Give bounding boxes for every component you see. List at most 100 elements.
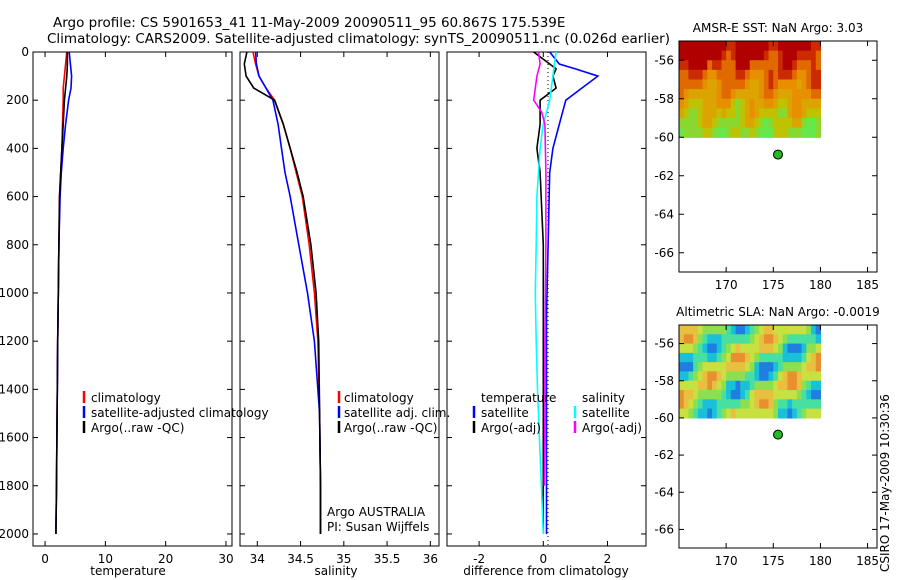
m2-heatmap-cell	[716, 390, 723, 400]
m2-heatmap-cell	[792, 390, 798, 400]
m2-heatmap-cell	[806, 408, 812, 419]
m2-heatmap-cell	[716, 325, 723, 335]
temperature-axes-box	[32, 51, 233, 547]
m2-heatmap-cell	[773, 408, 779, 419]
sst-map-ticks: 170 175 180 185 -56 -58 -60 -62 -64 -66	[654, 41, 879, 292]
m1-heatmap-cell	[735, 69, 741, 81]
m2-heatmap-cell	[679, 399, 685, 410]
m2-heatmap-cell	[688, 334, 694, 345]
m2-heatmap-cell	[768, 371, 774, 382]
m2-heatmap-cell	[735, 399, 741, 410]
difference-xlabel: difference from climatology	[463, 564, 629, 578]
m1-heatmap-cell	[792, 50, 798, 61]
m2-heatmap-cell	[754, 371, 760, 382]
m1-heatmap-cell	[778, 108, 784, 119]
m1-heatmap-cell	[730, 41, 737, 52]
p2-xtick-label: 36	[423, 552, 438, 566]
m1-heatmap-cell	[782, 50, 789, 61]
m2-heatmap-cell	[763, 390, 770, 400]
m2-heatmap-cell	[792, 371, 798, 382]
m1-heatmap-cell	[712, 50, 718, 61]
m2-heatmap-cell	[735, 371, 741, 382]
m1-heatmap-cell	[778, 60, 784, 71]
depth-tick-label: 1200	[0, 334, 29, 348]
m2-heatmap-cell	[697, 334, 704, 345]
m2-heatmap-cell	[683, 380, 690, 391]
m1-heatmap-cell	[702, 127, 708, 138]
m1-heatmap-cell	[702, 89, 708, 100]
p1-xtick-label: 30	[218, 552, 233, 566]
m1-heatmap-cell	[679, 108, 685, 119]
m2-heatmap-cell	[815, 352, 822, 363]
m1-heatmap-cell	[702, 79, 708, 90]
m2-ytick-label: -58	[654, 374, 674, 388]
m2-heatmap-cell	[679, 325, 685, 335]
m1-heatmap-cell	[712, 41, 718, 52]
m2-heatmap-cell	[688, 325, 694, 335]
p1-xtick-label: 10	[98, 552, 113, 566]
m1-heatmap-cell	[778, 118, 784, 129]
m1-heatmap-cell	[778, 69, 784, 81]
m1-heatmap-cell	[688, 41, 694, 52]
m1-heatmap-cell	[712, 69, 718, 81]
m1-heatmap-cell	[778, 127, 784, 138]
m1-heatmap-cell	[730, 79, 737, 90]
m2-heatmap-cell	[745, 362, 751, 373]
m2-heatmap-cell	[716, 343, 723, 354]
m1-heatmap-cell	[815, 127, 822, 138]
m2-heatmap-cell	[726, 371, 732, 382]
m2-heatmap-cell	[754, 390, 760, 400]
m2-heatmap-cell	[726, 334, 732, 345]
m2-heatmap-cell	[712, 352, 718, 363]
m2-heatmap-cell	[683, 408, 690, 419]
sst-argo-location-marker	[773, 149, 783, 160]
m2-heatmap-cell	[697, 352, 704, 363]
m1-heatmap-cell	[759, 41, 765, 52]
m1-heatmap-cell	[763, 89, 770, 100]
m2-heatmap-cell	[702, 371, 708, 382]
m2-heatmap-cell	[693, 325, 699, 335]
m1-heatmap-cell	[806, 41, 812, 52]
m2-heatmap-cell	[796, 352, 803, 363]
difference-panel: -2 0 2 difference from climatology tempera…	[446, 51, 647, 578]
p3-xtick-label: 2	[604, 552, 612, 566]
p3-series-3-line	[532, 51, 547, 486]
m2-heatmap-cell	[801, 325, 807, 335]
m2-heatmap-cell	[735, 334, 741, 345]
m1-heatmap-cell	[796, 118, 803, 129]
m2-heatmap-cell	[792, 343, 798, 354]
m2-heatmap-cell	[730, 325, 737, 335]
m1-heatmap-cell	[740, 69, 746, 81]
m1-heatmap-cell	[735, 89, 741, 100]
m2-heatmap-cell	[782, 390, 789, 400]
m1-heatmap-cell	[787, 118, 793, 129]
m1-xtick-label: 170	[715, 278, 738, 292]
m1-heatmap-cell	[716, 69, 723, 81]
m1-heatmap-cell	[759, 50, 765, 61]
m1-heatmap-cell	[796, 108, 803, 119]
m2-xtick-label: 185	[856, 554, 879, 568]
m1-heatmap-cell	[801, 108, 807, 119]
m1-heatmap-cell	[697, 69, 704, 81]
m2-heatmap-cell	[811, 399, 817, 410]
m1-heatmap-cell	[697, 118, 704, 129]
m1-heatmap-cell	[712, 118, 718, 129]
m2-heatmap-cell	[796, 380, 803, 391]
m2-heatmap-cell	[693, 408, 699, 419]
m1-ytick-label: -66	[654, 246, 674, 260]
temperature-panel: 0 10 20 30 0 200 400 600 800 1000 1200 1400 1600 1800…	[0, 45, 269, 578]
m1-heatmap-cell	[782, 108, 789, 119]
m2-heatmap-cell	[801, 343, 807, 354]
m2-heatmap-cell	[735, 325, 741, 335]
m2-heatmap-cell	[796, 390, 803, 400]
m1-heatmap-cell	[806, 69, 812, 81]
m1-heatmap-cell	[707, 60, 713, 71]
m2-heatmap-cell	[740, 352, 746, 363]
m1-heatmap-cell	[778, 50, 784, 61]
m1-heatmap-cell	[768, 41, 774, 52]
p1-xtick-label: 20	[158, 552, 173, 566]
m1-heatmap-cell	[707, 98, 713, 109]
m2-heatmap-cell	[778, 325, 784, 335]
m2-heatmap-cell	[782, 343, 789, 354]
m2-heatmap-cell	[735, 408, 741, 419]
